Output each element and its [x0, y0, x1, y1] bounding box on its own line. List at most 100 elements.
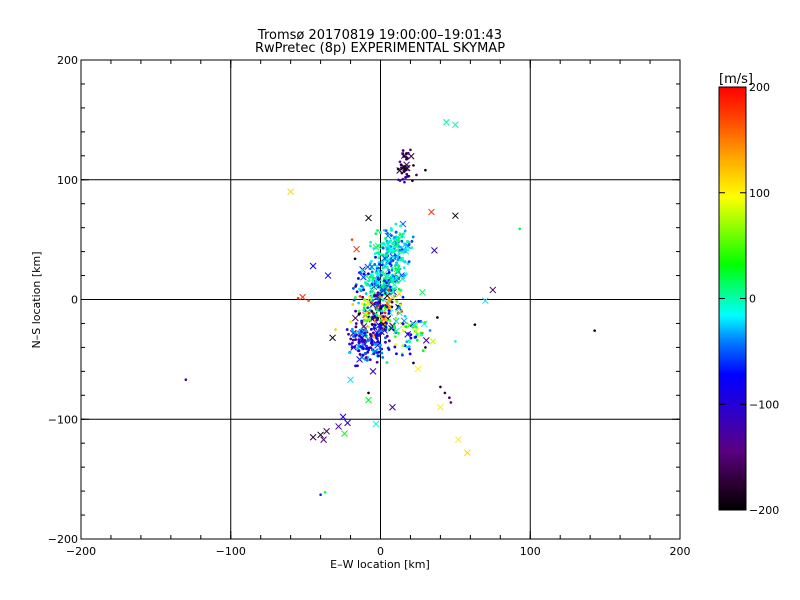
data-point-x	[452, 121, 459, 129]
data-point-dot	[408, 352, 412, 356]
data-point-dot	[384, 229, 388, 232]
data-point-x	[419, 288, 426, 296]
data-point-dot	[349, 320, 353, 324]
data-point-x	[455, 436, 462, 443]
data-point-dot	[370, 340, 374, 344]
data-point-dot	[387, 311, 391, 315]
data-point-x	[422, 337, 430, 344]
data-point-dot	[372, 294, 376, 298]
data-point-dot	[385, 257, 389, 261]
data-point-dot	[403, 314, 407, 318]
data-point-dot	[415, 338, 419, 342]
data-point-dot	[395, 352, 398, 356]
data-point-dot	[400, 235, 404, 239]
data-point-dot	[380, 293, 384, 297]
data-point-dot	[401, 344, 405, 348]
y-tick-label: −200	[48, 533, 78, 546]
data-point-dot	[370, 290, 374, 294]
data-point-dot	[380, 326, 384, 330]
data-point-dot	[401, 329, 405, 332]
data-point-dot	[390, 268, 394, 272]
y-tick-label: 200	[57, 54, 78, 67]
data-point-dot	[362, 272, 366, 276]
data-point-dot	[358, 295, 362, 298]
data-point-dot	[385, 247, 389, 251]
data-point-dot	[362, 318, 366, 322]
data-point-x	[382, 288, 389, 295]
data-point-dot	[368, 244, 372, 248]
data-point-dot	[394, 222, 398, 226]
data-point-dot	[399, 245, 402, 249]
data-point-dot	[367, 391, 370, 395]
data-point-x	[401, 241, 409, 249]
data-point-x	[369, 301, 377, 309]
data-point-dot	[419, 319, 423, 323]
data-point-dot	[392, 241, 395, 245]
data-point-dot	[377, 350, 381, 354]
data-point-dot	[378, 263, 381, 266]
data-point-dot	[371, 315, 375, 319]
data-point-x	[365, 396, 372, 404]
data-point-dot	[375, 332, 379, 336]
data-point-dot	[370, 309, 374, 313]
colorbar-tick-label: −200	[749, 504, 779, 517]
data-point-dot	[362, 347, 365, 351]
data-point-dot	[424, 346, 427, 349]
data-point-dot	[378, 315, 382, 318]
data-point-dot	[370, 270, 374, 274]
data-point-dot	[366, 306, 370, 310]
data-point-dot	[371, 298, 375, 302]
data-point-dot	[375, 313, 379, 317]
data-point-dot	[373, 316, 377, 319]
data-point-dot	[360, 319, 364, 323]
data-point-dot	[423, 321, 427, 324]
data-point-dot	[394, 316, 398, 320]
data-point-x	[344, 419, 351, 427]
data-point-dot	[375, 360, 379, 364]
y-tick-label: 0	[71, 294, 78, 307]
data-point-dot	[384, 336, 387, 340]
data-point-dot	[334, 328, 337, 331]
data-point-dot	[375, 303, 379, 306]
data-point-dot	[393, 287, 397, 290]
data-point-dot	[363, 351, 367, 355]
data-point-dot	[386, 231, 389, 235]
data-point-dot	[374, 255, 377, 259]
x-tick-label: 100	[520, 545, 541, 558]
data-point-dot	[409, 336, 413, 340]
data-point-dot	[390, 228, 393, 232]
data-point-dot	[357, 309, 361, 313]
data-point-x	[360, 323, 368, 330]
data-point-x	[429, 338, 437, 345]
data-point-dot	[356, 364, 359, 368]
data-point-x	[481, 297, 489, 305]
data-point-x	[335, 423, 342, 430]
data-point-dot	[350, 345, 354, 349]
data-point-dot	[403, 250, 407, 254]
data-point-x	[387, 276, 395, 284]
data-point-dot	[381, 285, 385, 289]
data-point-x	[329, 334, 336, 342]
data-point-dot	[394, 230, 398, 234]
colorbar-ticks: 200 100 0 −100 −200	[719, 81, 779, 517]
data-point-dot	[396, 255, 399, 259]
data-point-dot	[401, 177, 405, 181]
data-point-dot	[374, 280, 378, 284]
data-point-dot	[387, 250, 390, 253]
data-point-dot	[410, 239, 414, 243]
data-point-dot	[393, 345, 397, 349]
data-point-dot	[399, 224, 402, 228]
data-point-dot	[401, 322, 405, 326]
data-point-x	[374, 242, 382, 250]
data-point-x	[399, 275, 406, 283]
data-point-dot	[383, 311, 387, 315]
data-point-x	[341, 430, 348, 437]
data-point-x	[360, 273, 367, 281]
data-point-dot	[385, 334, 389, 338]
data-point-dot	[352, 286, 355, 290]
data-point-dot	[387, 271, 391, 274]
data-point-dot	[402, 154, 406, 158]
data-point-dot	[351, 330, 355, 334]
data-point-dot	[412, 361, 415, 365]
